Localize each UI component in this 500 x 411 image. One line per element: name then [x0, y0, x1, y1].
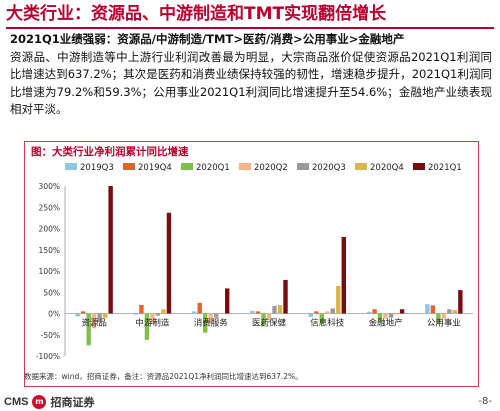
bar	[319, 313, 324, 325]
bar	[86, 313, 91, 346]
legend-swatch	[355, 163, 367, 170]
bar	[266, 313, 272, 320]
page-number: -8-	[478, 396, 492, 407]
bar	[458, 290, 463, 314]
bar	[425, 304, 430, 314]
bar	[377, 313, 383, 322]
legend-swatch	[239, 163, 251, 170]
figure-title: 图：大类行业净利润累计同比增速	[31, 146, 189, 158]
bar	[330, 308, 335, 314]
legend-label: 2020Q1	[196, 163, 230, 173]
page-title: 大类行业：资源品、中游制造和TMT实现翻倍增长	[6, 4, 387, 24]
bar	[452, 310, 458, 314]
brand-cms: CMS	[4, 396, 29, 408]
bar	[214, 313, 219, 318]
title-divider	[6, 27, 494, 29]
bar	[441, 313, 447, 319]
x-tick-label: 资源品	[81, 318, 107, 329]
y-tick-label: 150%	[39, 246, 60, 255]
brand-logo: CMS m 招商证券	[4, 394, 94, 410]
y-tick-label: 200%	[39, 225, 60, 234]
legend-swatch	[123, 163, 135, 170]
y-tick-label: 50%	[43, 288, 60, 297]
legend-label: 2019Q3	[80, 163, 114, 173]
x-tick-label: 中游制造	[135, 318, 170, 329]
bar	[372, 309, 377, 314]
profit-growth-chart: 2019Q3 2019Q4 2020Q1 2020Q2 2020Q3 2020Q4 2021…	[36, 163, 473, 361]
bar	[197, 302, 202, 314]
bar	[308, 313, 313, 317]
bar	[399, 309, 405, 314]
legend-label: 2020Q4	[370, 163, 404, 173]
bar	[261, 313, 266, 327]
y-tick-label: -50%	[41, 331, 60, 340]
x-tick-label: 金融地产	[369, 318, 403, 329]
bar	[388, 313, 394, 318]
legend-swatch	[181, 163, 193, 170]
bar	[102, 313, 108, 318]
x-tick-label: 公用事业	[427, 318, 461, 329]
bar	[394, 313, 399, 315]
x-tick-label: 消费服务	[194, 318, 229, 329]
bar	[255, 311, 261, 314]
figure-frame: 图：大类行业净利润累计同比增速 2019Q3 2019Q4 2020Q1 2020Q2…	[24, 141, 479, 387]
summary-paragraph: 2021Q1业绩强弱：资源品/中游制造/TMT>医药/消费>公用事业>金融地产 …	[10, 31, 492, 119]
bar	[366, 311, 372, 314]
bar	[80, 311, 86, 314]
legend-label: 2020Q3	[312, 163, 346, 173]
bar	[272, 305, 277, 314]
x-tick-label: 医药保健	[252, 318, 287, 329]
bar	[208, 313, 213, 325]
bar	[203, 313, 208, 333]
y-tick-label: 250%	[39, 203, 60, 212]
bar	[150, 313, 155, 325]
y-tick-label: -100%	[36, 352, 60, 361]
summary-headline: 2021Q1业绩强弱：资源品/中游制造/TMT>医药/消费>公用事业>金融地产	[10, 32, 405, 46]
summary-body: 资源品、中游制造等中上游行业利润改善最为明显，大宗商品涨价促使资源品2021Q1…	[10, 49, 492, 117]
legend-label: 2019Q4	[138, 163, 172, 173]
bar	[133, 313, 139, 315]
legend-swatch	[297, 163, 309, 170]
bar	[225, 288, 230, 314]
y-tick-label: 300%	[39, 182, 60, 191]
bar	[139, 305, 144, 314]
bar	[75, 313, 80, 317]
bar	[314, 311, 319, 314]
legend-swatch	[413, 163, 425, 170]
bar	[277, 305, 283, 314]
bar	[192, 311, 197, 314]
bar	[91, 313, 97, 329]
bar	[144, 313, 150, 340]
bar	[155, 313, 161, 316]
bar	[341, 237, 346, 314]
x-tick-label: 信息科技	[310, 318, 345, 329]
legend-swatch	[65, 163, 77, 170]
bar	[166, 212, 172, 314]
bar	[430, 305, 436, 314]
bar	[97, 313, 102, 322]
bar	[436, 313, 441, 323]
bar	[325, 311, 330, 314]
bar	[283, 279, 288, 314]
y-tick-label: 100%	[39, 267, 60, 276]
bar	[219, 313, 224, 314]
bar	[250, 310, 255, 314]
bar	[336, 285, 341, 314]
legend-label: 2020Q2	[254, 163, 288, 173]
brand-firm-name: 招商证券	[50, 396, 95, 409]
y-tick-label: 0%	[48, 310, 60, 319]
bar	[108, 186, 113, 314]
bar	[161, 309, 166, 314]
bar	[383, 313, 388, 319]
brand-emblem-icon: m	[32, 395, 47, 409]
bar	[447, 309, 452, 314]
source-note: 数据来源：wind，招商证券，备注：资源品2021Q1净利润同比增速达到637.…	[24, 372, 303, 381]
legend-label: 2021Q1	[428, 163, 462, 173]
